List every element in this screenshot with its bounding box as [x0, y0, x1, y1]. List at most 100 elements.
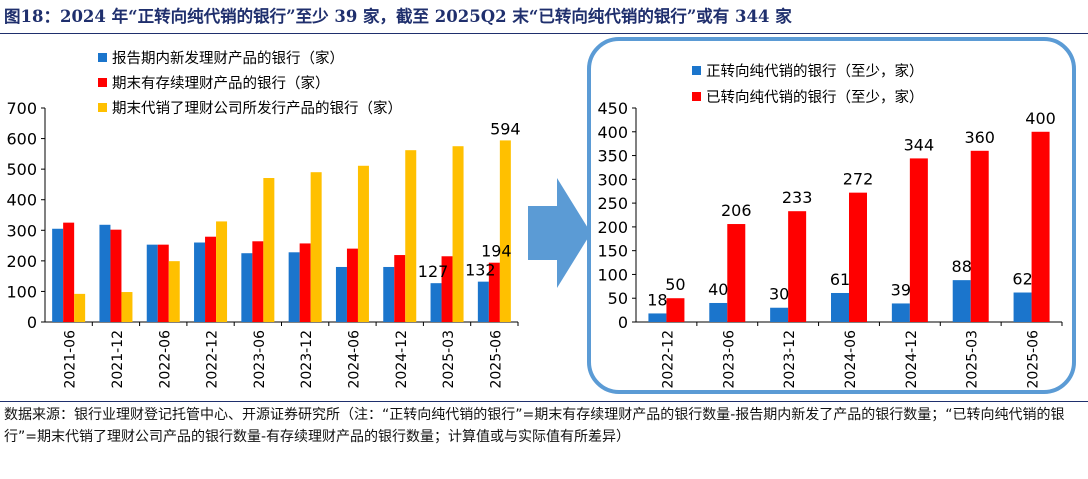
- y-tick-label: 300: [597, 170, 628, 189]
- y-tick-label: 200: [6, 252, 37, 271]
- right-arrow-icon: [528, 178, 591, 288]
- bar-series-0-2022-12: [648, 313, 667, 322]
- data-label: 132: [465, 261, 496, 280]
- bar-series-1-2022-12: [666, 298, 685, 322]
- bar-series-0-2023-06: [709, 302, 728, 322]
- bar-series-1-2024-06: [346, 248, 358, 322]
- right-chart: 0 50 100 150 200 250 300 350 400 450 2022-12 2023-0…: [597, 63, 1063, 389]
- legend-label-1: 期末有存续理财产品的银行（家）: [112, 75, 330, 92]
- bar-series-0-2021-12: [99, 224, 111, 322]
- legend-swatch-2: [98, 103, 107, 112]
- legend-swatch-0: [692, 66, 701, 75]
- note-rule: [0, 401, 1088, 402]
- bar-series-2-2024-12: [405, 150, 417, 322]
- left-chart: 0 100 200 300 400 500 600 700 2021-06 2021-12 2022…: [6, 50, 520, 389]
- y-tick-label: 250: [597, 194, 628, 213]
- bar-series-1-2024-12: [909, 158, 928, 322]
- x-tick-label: 2021-06: [63, 330, 79, 389]
- y-tick-label: 0: [27, 313, 37, 332]
- y-tick-label: 50: [608, 289, 628, 308]
- x-tick-label: 2023-12: [299, 330, 315, 389]
- y-tick-label: 0: [618, 313, 628, 332]
- data-label: 62: [1012, 270, 1032, 289]
- bar-series-1-2021-12: [110, 229, 122, 322]
- legend-label-1: 已转向纯代销的银行（至少，家）: [706, 89, 924, 106]
- legend-swatch-0: [98, 53, 107, 62]
- data-label: 50: [665, 275, 685, 294]
- x-tick-label: 2023-06: [721, 330, 737, 389]
- x-tick-label: 2024-06: [843, 330, 859, 389]
- bar-series-0-2024-06: [335, 266, 347, 322]
- x-tick-label: 2024-06: [346, 330, 362, 389]
- bar-series-2-2022-12: [216, 221, 228, 322]
- x-tick-label: 2022-12: [660, 330, 676, 389]
- x-tick-label: 2025-03: [441, 330, 457, 389]
- bar-series-0-2025-06: [1013, 292, 1032, 322]
- y-tick-label: 150: [597, 242, 628, 261]
- bar-series-0-2024-12: [383, 266, 395, 322]
- right-chart-frame: [587, 37, 1076, 394]
- bar-series-0-2023-06: [241, 253, 253, 322]
- x-tick-label: 2025-03: [965, 330, 981, 389]
- data-label: 40: [708, 280, 728, 299]
- data-label: 344: [904, 135, 935, 154]
- bar-series-0-2023-12: [288, 252, 300, 322]
- x-tick-label: 2024-12: [394, 330, 410, 389]
- data-label: 206: [721, 201, 752, 220]
- data-label: 127: [418, 262, 449, 281]
- bar-series-0-2024-12: [891, 303, 910, 322]
- data-label: 272: [843, 170, 874, 189]
- bar-series-2-2021-12: [121, 292, 133, 322]
- legend-swatch-1: [692, 92, 701, 101]
- y-tick-label: 400: [597, 123, 628, 142]
- bar-series-1-2022-06: [157, 244, 169, 322]
- data-label: 194: [481, 242, 512, 261]
- y-tick-label: 300: [6, 221, 37, 240]
- bar-series-1-2022-12: [205, 236, 217, 322]
- bar-series-0-2024-06: [831, 292, 849, 322]
- x-tick-label: 2021-12: [110, 330, 126, 389]
- data-label: 594: [490, 119, 521, 138]
- data-label: 360: [964, 128, 995, 147]
- x-tick-label: 2025-06: [488, 330, 504, 389]
- data-label: 88: [952, 257, 972, 276]
- x-tick-label: 2022-12: [205, 330, 221, 389]
- source-note: 数据来源：银行业理财登记托管中心、开源证券研究所（注：“正转向纯代销的银行”=期…: [4, 407, 1065, 445]
- bar-series-0-2025-03: [952, 280, 971, 322]
- y-tick-label: 450: [597, 99, 628, 118]
- y-tick-label: 350: [597, 147, 628, 166]
- bar-series-0-2022-12: [194, 242, 206, 322]
- legend-label-0: 正转向纯代销的银行（至少，家）: [706, 63, 924, 80]
- bar-series-2-2025-03: [452, 146, 464, 322]
- bar-series-1-2021-06: [63, 222, 75, 322]
- x-tick-label: 2025-06: [1026, 330, 1042, 389]
- data-label: 39: [891, 280, 911, 299]
- bar-series-2-2025-06: [499, 140, 511, 322]
- data-label: 233: [782, 188, 813, 207]
- y-tick-label: 100: [6, 282, 37, 301]
- bar-series-1-2023-06: [252, 241, 264, 322]
- bar-series-0-2021-06: [52, 228, 64, 322]
- y-tick-label: 600: [6, 130, 37, 149]
- y-tick-label: 500: [6, 160, 37, 179]
- bar-series-1-2023-12: [299, 243, 311, 322]
- bar-series-1-2025-03: [970, 150, 989, 322]
- data-label: 18: [647, 290, 667, 309]
- bar-series-1-2024-06: [849, 192, 867, 322]
- figure-title: 图18：2024 年“正转向纯代销的银行”至少 39 家，截至 2025Q2 末…: [4, 7, 792, 26]
- bar-series-1-2025-06: [488, 262, 500, 322]
- x-tick-label: 2023-12: [782, 330, 798, 389]
- x-tick-label: 2024-12: [904, 330, 920, 389]
- y-tick-label: 100: [597, 265, 628, 284]
- title-rule: [0, 33, 1088, 34]
- x-tick-label: 2023-06: [252, 330, 268, 389]
- bar-series-0-2023-12: [770, 307, 789, 322]
- bar-series-1-2025-06: [1031, 131, 1050, 322]
- bar-series-1-2025-03: [441, 256, 453, 322]
- data-label: 400: [1025, 109, 1056, 128]
- data-label: 61: [830, 270, 850, 289]
- bar-series-2-2021-06: [74, 293, 86, 322]
- bar-series-0-2025-03: [430, 283, 442, 322]
- legend-label-0: 报告期内新发理财产品的银行（家）: [112, 50, 344, 67]
